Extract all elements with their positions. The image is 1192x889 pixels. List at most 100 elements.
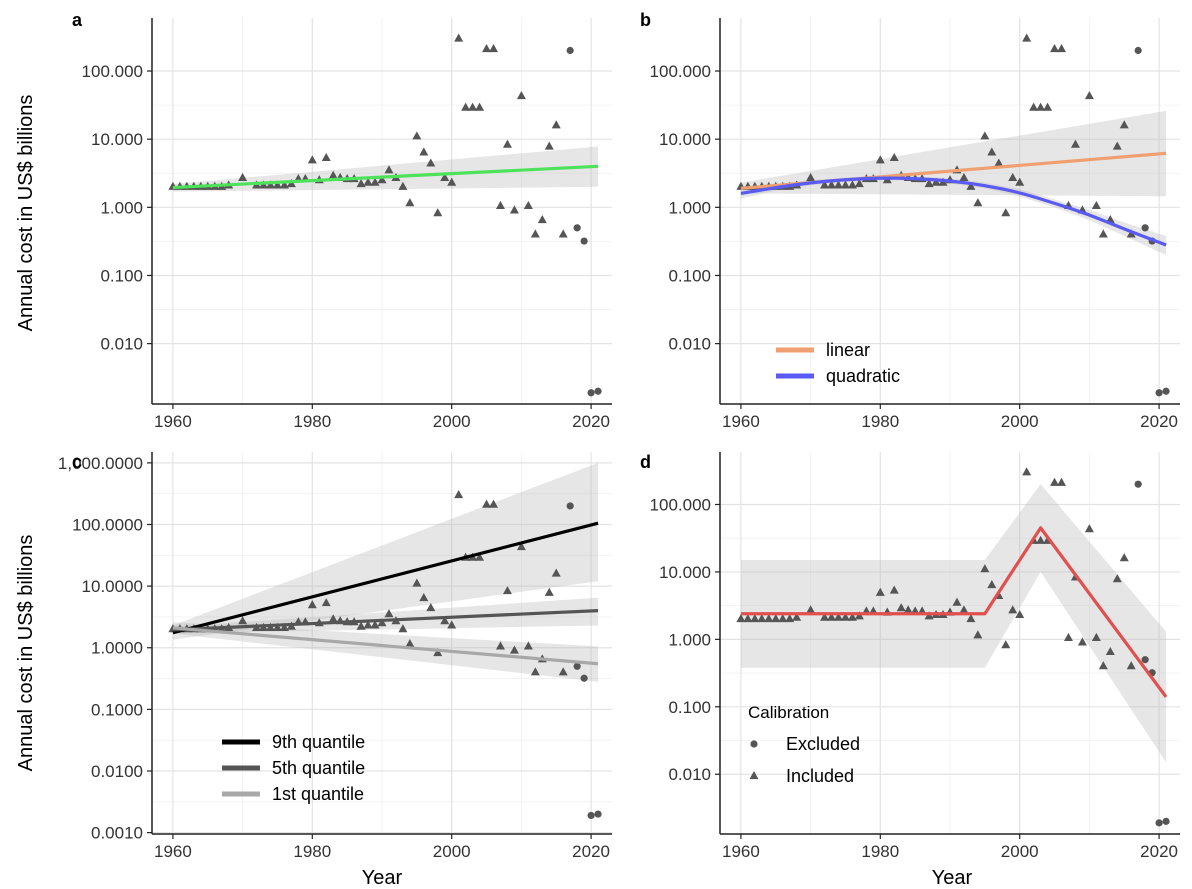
panel-letter: b bbox=[640, 10, 651, 30]
data-point-included bbox=[889, 152, 899, 162]
data-point-included bbox=[447, 177, 457, 186]
data-point-excluded bbox=[587, 389, 595, 397]
data-point-included bbox=[551, 120, 561, 129]
data-point-included bbox=[516, 542, 526, 551]
panel-b: 1960 1980 2000 2020 0.010 0.100 1.000 10.000 100… bbox=[640, 10, 1180, 431]
data-point-included bbox=[1008, 605, 1018, 614]
data-point-included bbox=[952, 597, 962, 606]
x-tick-label: 1960 bbox=[154, 842, 192, 861]
x-axis-title-right: Year bbox=[932, 867, 973, 889]
data-point-included bbox=[1091, 200, 1101, 209]
data-point-included bbox=[1057, 44, 1067, 53]
y-tick-label: 100.000 bbox=[82, 62, 143, 81]
data-point-included bbox=[1050, 44, 1060, 53]
data-point-included bbox=[238, 616, 248, 625]
data-point-included bbox=[973, 198, 983, 207]
fit-line-1st-quantile bbox=[172, 626, 599, 666]
fit-line-5th-quantile bbox=[172, 609, 599, 632]
legend: 9th quantile 5th quantile 1st quantile bbox=[222, 732, 365, 804]
data-point-included bbox=[785, 614, 795, 623]
data-point-included bbox=[1119, 120, 1129, 129]
data-point-included bbox=[530, 667, 540, 676]
data-point-included bbox=[502, 586, 512, 595]
data-point-included bbox=[433, 648, 443, 657]
data-point-included bbox=[1126, 661, 1136, 670]
legend-label: 1st quantile bbox=[272, 784, 364, 804]
y-tick-label: 0.010 bbox=[100, 335, 143, 354]
x-tick-label: 2000 bbox=[1001, 842, 1039, 861]
data-point-included bbox=[973, 630, 983, 639]
data-point-included bbox=[489, 499, 499, 508]
x-tick-label: 1980 bbox=[293, 842, 331, 861]
data-point-included bbox=[440, 172, 450, 182]
data-point-included bbox=[558, 229, 568, 238]
plot-content bbox=[168, 33, 602, 397]
data-point-excluded bbox=[1134, 46, 1142, 55]
data-point-included bbox=[987, 147, 997, 156]
data-point-included bbox=[530, 229, 540, 238]
data-point-included bbox=[1098, 229, 1108, 238]
y-tick-label: 1.000 bbox=[668, 198, 711, 217]
data-point-included bbox=[272, 180, 282, 189]
x-tick-label: 1980 bbox=[293, 412, 331, 431]
data-point-included bbox=[743, 614, 753, 623]
data-point-included bbox=[875, 155, 885, 164]
y-axis-title-bottom: Annual cost in US$ billions bbox=[15, 535, 37, 772]
data-point-included bbox=[764, 614, 774, 623]
fit-line bbox=[740, 526, 1168, 698]
data-point-included bbox=[854, 178, 864, 188]
data-point-included bbox=[489, 44, 499, 53]
data-point-excluded bbox=[1141, 224, 1149, 232]
data-point-included bbox=[398, 181, 408, 190]
data-point-included bbox=[412, 131, 422, 140]
y-axis-title-top: Annual cost in US$ billions bbox=[15, 95, 37, 332]
data-point-included bbox=[272, 622, 282, 631]
data-point-included bbox=[889, 585, 899, 594]
data-point-included bbox=[847, 612, 857, 621]
fit-line bbox=[172, 164, 599, 190]
data-point-included bbox=[279, 180, 289, 189]
data-point-included bbox=[931, 177, 941, 186]
y-tick-label: 0.010 bbox=[668, 335, 711, 354]
fit-line-9th-quantile bbox=[172, 521, 599, 635]
y-tick-label: 0.100 bbox=[668, 698, 711, 717]
data-point-included bbox=[994, 158, 1004, 167]
panel-letter: a bbox=[72, 10, 83, 30]
legend-label: 5th quantile bbox=[272, 758, 365, 778]
data-point-included bbox=[482, 44, 492, 53]
data-point-included bbox=[461, 102, 471, 111]
data-point-included bbox=[1091, 632, 1101, 642]
x-tick-label: 2020 bbox=[1140, 842, 1178, 861]
data-point-included bbox=[363, 177, 373, 186]
data-point-included bbox=[328, 614, 338, 623]
data-point-included bbox=[265, 180, 275, 189]
data-point-included bbox=[509, 205, 519, 214]
legend-label: Excluded bbox=[786, 734, 860, 754]
data-point-included bbox=[558, 667, 568, 676]
x-tick-label: 1960 bbox=[722, 412, 760, 431]
data-point-included bbox=[307, 600, 317, 609]
x-tick-label: 2000 bbox=[1001, 412, 1039, 431]
y-tick-label: 100.000 bbox=[650, 62, 711, 81]
data-point-included bbox=[454, 490, 464, 499]
data-point-included bbox=[321, 152, 331, 162]
data-point-included bbox=[328, 170, 338, 179]
y-tick-label: 100.000 bbox=[650, 495, 711, 514]
data-point-included bbox=[419, 593, 429, 602]
data-point-included bbox=[377, 618, 387, 627]
legend-label: quadratic bbox=[826, 366, 900, 386]
plot-content bbox=[736, 33, 1170, 397]
x-tick-label: 1980 bbox=[861, 412, 899, 431]
data-point-included bbox=[440, 616, 450, 625]
x-tick-label: 2020 bbox=[572, 412, 610, 431]
data-point-included bbox=[238, 172, 248, 182]
panel-letter: d bbox=[640, 452, 651, 472]
data-point-included bbox=[509, 645, 519, 654]
data-point-included bbox=[959, 605, 969, 614]
data-point-included bbox=[495, 200, 505, 209]
data-point-included bbox=[806, 172, 816, 182]
data-point-included bbox=[405, 198, 415, 207]
legend-label: Included bbox=[786, 766, 854, 786]
data-point-included bbox=[903, 605, 913, 614]
